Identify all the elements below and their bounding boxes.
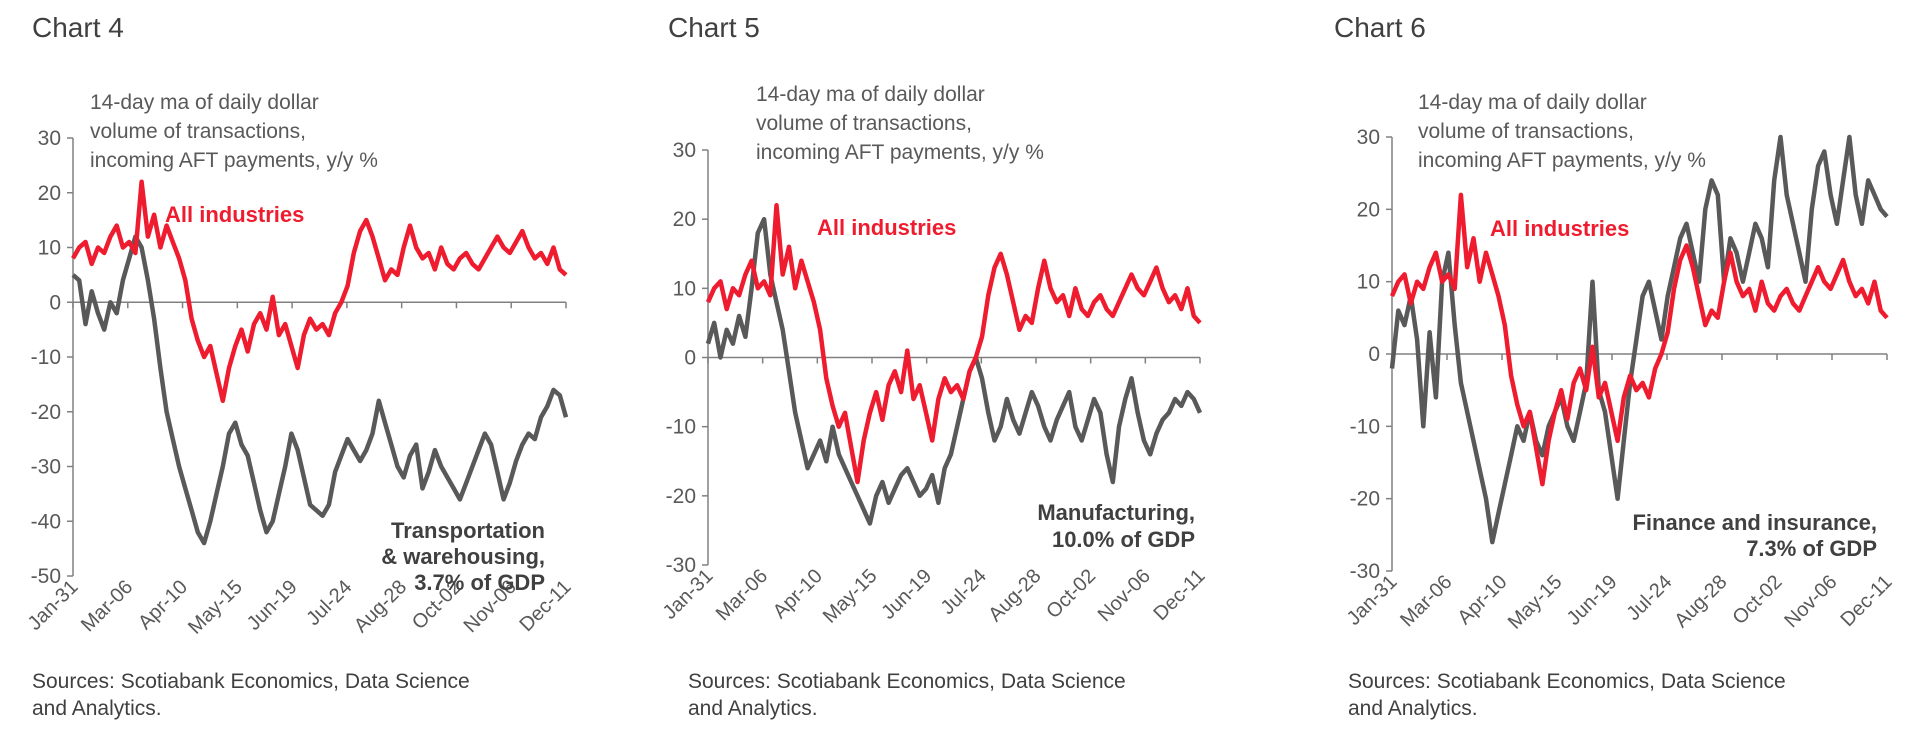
subtitle-line: incoming AFT payments, y/y %	[90, 149, 378, 172]
x-tick-label: May-15	[819, 565, 882, 628]
x-tick-label: Jun-19	[1563, 571, 1622, 630]
industry-line	[1389, 134, 1889, 545]
x-tick-label: Aug-28	[1670, 571, 1731, 632]
x-tick-label: Jun-19	[877, 565, 936, 624]
x-tick-label: Jul-24	[302, 576, 356, 630]
all-industries-label: All industries	[1490, 216, 1629, 241]
x-tick-label: Mar-06	[712, 565, 772, 625]
source-line: and Analytics.	[32, 697, 162, 720]
subtitle-line: incoming AFT payments, y/y %	[1418, 149, 1706, 172]
x-tick-label: Nov-06	[1780, 571, 1841, 632]
chart-panel-6: Chart 6 14-day ma of daily dollar volume…	[1272, 0, 1908, 738]
y-tick-label: 10	[1357, 271, 1380, 294]
all-industries-label: All industries	[165, 202, 304, 227]
source-line: Sources: Scotiabank Economics, Data Scie…	[1348, 670, 1786, 693]
line-chart: 3020100-10-20-30Jan-31Mar-06Apr-10May-15…	[1343, 126, 1897, 634]
source-line: and Analytics.	[1348, 697, 1478, 720]
y-tick-label: 20	[673, 208, 696, 231]
x-tick-label: Jun-19	[243, 576, 302, 635]
all-industries-line	[71, 179, 568, 404]
chart-source: Sources: Scotiabank Economics, Data Scie…	[1348, 668, 1786, 722]
y-tick-label: -20	[1350, 488, 1380, 511]
x-tick-label: Jul-24	[1622, 571, 1676, 625]
all-industries-line	[705, 203, 1202, 485]
x-tick-label: Apr-10	[769, 565, 827, 623]
y-tick-label: -10	[666, 416, 696, 439]
source-line: Sources: Scotiabank Economics, Data Scie…	[32, 670, 470, 693]
chart-title: Chart 6	[1334, 12, 1426, 43]
x-tick-label: Mar-06	[77, 576, 137, 636]
chart-title: Chart 4	[32, 12, 124, 43]
y-tick-label: -10	[1350, 415, 1380, 438]
chart-source: Sources: Scotiabank Economics, Data Scie…	[688, 668, 1126, 722]
x-tick-label: Aug-28	[984, 565, 1045, 626]
industry-label: 7.3% of GDP	[1746, 536, 1877, 561]
source-line: and Analytics.	[688, 697, 818, 720]
y-tick-label: -20	[31, 401, 61, 424]
chart-subtitle: 14-day ma of daily dollar volume of tran…	[1418, 88, 1706, 175]
x-tick-label: Jul-24	[937, 565, 991, 619]
chart-source: Sources: Scotiabank Economics, Data Scie…	[32, 668, 470, 722]
chart-title: Chart 5	[668, 12, 760, 43]
industry-label: Finance and insurance,	[1632, 510, 1877, 535]
y-tick-label: 0	[684, 347, 696, 370]
subtitle-line: 14-day ma of daily dollar	[1418, 91, 1647, 114]
line-chart: 3020100-10-20-30Jan-31Mar-06Apr-10May-15…	[659, 139, 1210, 628]
all-industries-line	[1389, 192, 1889, 487]
subtitle-line: volume of transactions,	[756, 112, 972, 135]
y-tick-label: -40	[31, 510, 61, 533]
industry-line	[705, 216, 1203, 526]
y-tick-label: -30	[31, 456, 61, 479]
subtitle-line: volume of transactions,	[1418, 120, 1634, 143]
x-tick-label: Oct-02	[1729, 571, 1787, 629]
y-tick-label: 10	[38, 237, 61, 260]
y-tick-label: 0	[49, 291, 61, 314]
y-tick-label: -30	[1350, 560, 1380, 583]
subtitle-line: 14-day ma of daily dollar	[90, 91, 319, 114]
subtitle-line: incoming AFT payments, y/y %	[756, 141, 1044, 164]
y-tick-label: 30	[673, 139, 696, 162]
industry-label: 10.0% of GDP	[1052, 527, 1195, 552]
line-chart: 3020100-10-20-30-40-50Jan-31Mar-06Apr-10…	[24, 127, 576, 639]
x-tick-label: May-15	[184, 576, 247, 639]
y-tick-label: 10	[673, 277, 696, 300]
y-tick-label: -30	[666, 554, 696, 577]
industry-label: 3.7% of GDP	[414, 570, 545, 595]
x-tick-label: Dec-11	[1149, 565, 1209, 625]
chart-subtitle: 14-day ma of daily dollar volume of tran…	[756, 80, 1044, 167]
x-tick-label: Aug-28	[350, 576, 411, 637]
chart-subtitle: 14-day ma of daily dollar volume of tran…	[90, 88, 378, 175]
industry-label: & warehousing,	[381, 544, 545, 569]
x-tick-label: Oct-02	[1042, 565, 1100, 623]
x-tick-label: Apr-10	[1454, 571, 1512, 629]
x-tick-label: Dec-11	[1836, 571, 1896, 631]
x-tick-label: Nov-06	[1094, 565, 1155, 626]
y-tick-label: -50	[31, 565, 61, 588]
subtitle-line: volume of transactions,	[90, 120, 306, 143]
subtitle-line: 14-day ma of daily dollar	[756, 83, 985, 106]
industry-label: Transportation	[391, 518, 545, 543]
x-tick-label: Apr-10	[134, 576, 192, 634]
chart-panel-5: Chart 5 14-day ma of daily dollar volume…	[636, 0, 1272, 738]
y-tick-label: 20	[38, 182, 61, 205]
y-tick-label: 20	[1357, 198, 1380, 221]
y-tick-label: 30	[38, 127, 61, 150]
y-tick-label: 30	[1357, 126, 1380, 149]
y-tick-label: -20	[666, 485, 696, 508]
chart-panel-4: Chart 4 14-day ma of daily dollar volume…	[0, 0, 636, 738]
y-tick-label: -10	[31, 346, 61, 369]
all-industries-label: All industries	[817, 215, 956, 240]
x-tick-label: Mar-06	[1396, 571, 1456, 631]
industry-line	[71, 234, 569, 546]
x-tick-label: May-15	[1504, 571, 1567, 634]
source-line: Sources: Scotiabank Economics, Data Scie…	[688, 670, 1126, 693]
industry-label: Manufacturing,	[1037, 500, 1195, 525]
y-tick-label: 0	[1368, 343, 1380, 366]
